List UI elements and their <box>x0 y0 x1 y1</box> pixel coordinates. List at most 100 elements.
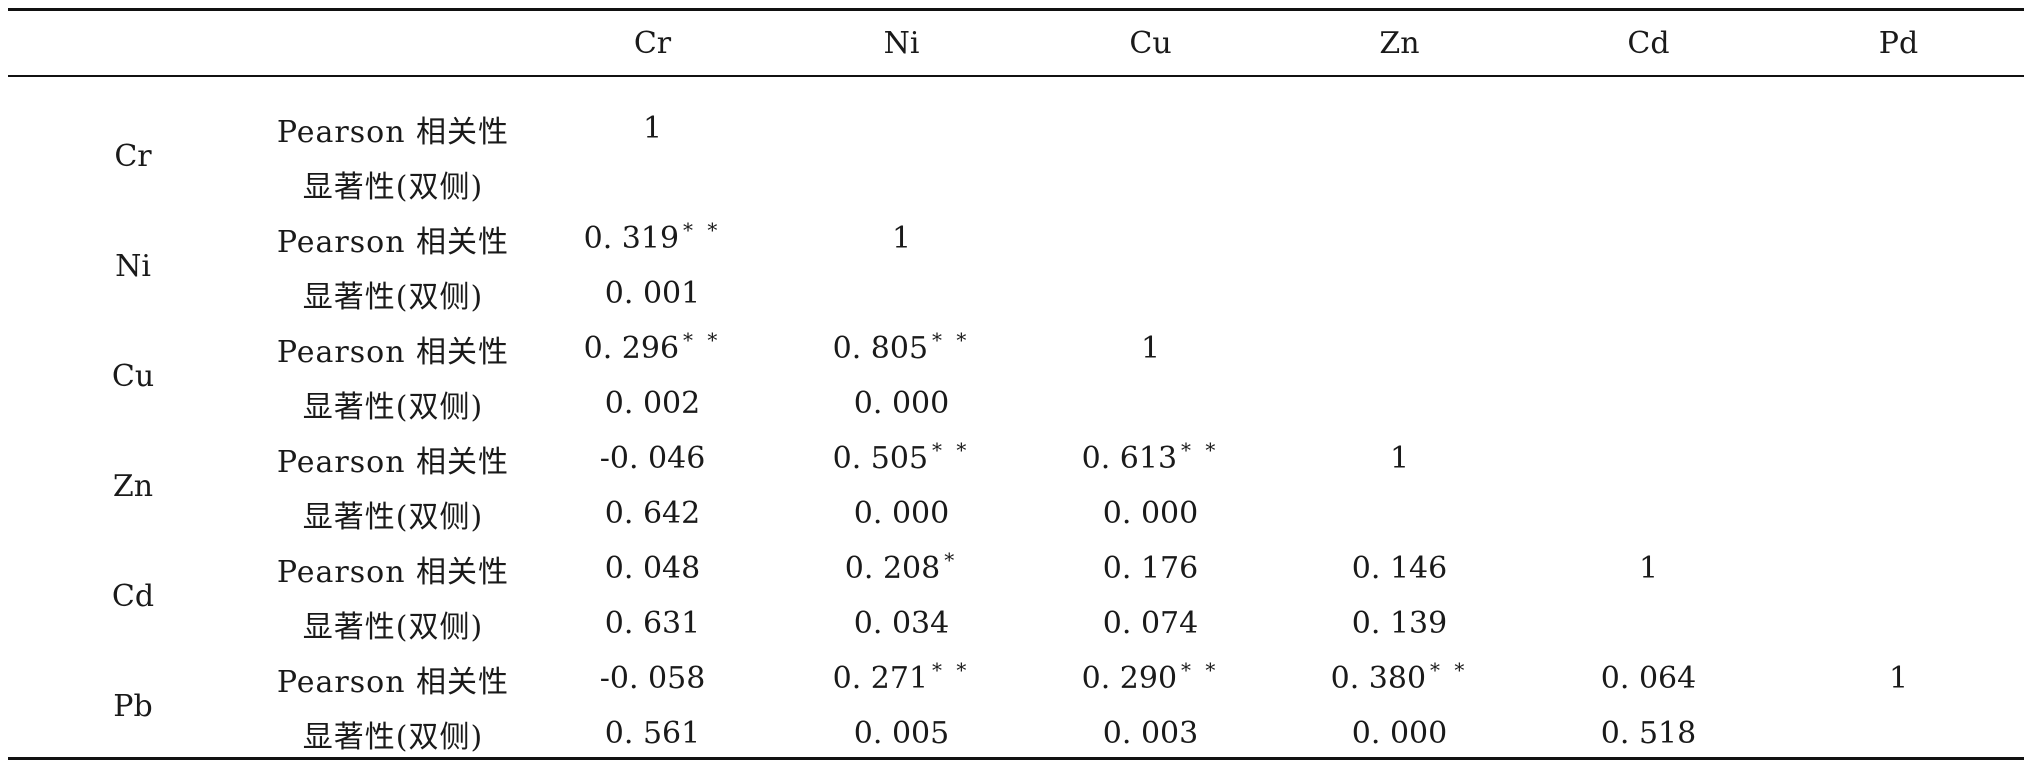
pearson-label: Pearson 相关性 <box>276 444 510 480</box>
significance-label: 显著性(双侧) <box>302 169 484 205</box>
significance-value: 0. 000 <box>853 496 950 531</box>
significance-value <box>1026 156 1275 211</box>
significance-value: 0. 005 <box>853 716 950 751</box>
pearson-cell: 0. 296 * * <box>528 321 777 376</box>
pearson-cell <box>1773 541 2024 596</box>
pearson-label: Pearson 相关性 <box>276 664 510 700</box>
row-element-label: Cd <box>111 578 155 614</box>
significance-value <box>528 156 777 211</box>
pearson-cell: 0. 319 * * <box>528 211 777 266</box>
significance-value <box>1773 486 2024 541</box>
pearson-cell <box>1524 431 1773 486</box>
significance-value <box>1524 486 1773 541</box>
bottom-rule <box>8 757 2024 760</box>
significance-value <box>1026 376 1275 431</box>
pearson-cell <box>1026 211 1275 266</box>
column-header: Cr <box>633 25 672 61</box>
pearson-cell <box>1026 75 1275 156</box>
significance-row: 显著性(双侧) 0. 631 0. 034 0. 074 0. 139 <box>8 596 2024 651</box>
significance-value <box>777 266 1026 321</box>
pearson-row: Cr Pearson 相关性 1 <box>8 75 2024 174</box>
header-rule <box>8 75 2024 77</box>
significance-label: 显著性(双侧) <box>302 389 484 425</box>
pearson-value: 1 <box>1888 661 1909 696</box>
pearson-cell <box>1524 321 1773 376</box>
correlation-table: Cr Ni Cu Zn Cd Pd Cr Pearson 相关性 1 显著性(双侧) N… <box>8 11 2024 761</box>
pearson-cell: 0. 805 * * <box>777 321 1026 376</box>
pearson-value: 0. 208 <box>844 551 941 586</box>
pearson-value: 1 <box>1638 551 1659 586</box>
row-element-label: Ni <box>115 248 151 284</box>
significance-value: 0. 000 <box>853 386 950 421</box>
pearson-cell <box>1773 211 2024 266</box>
pearson-value: 0. 064 <box>1600 661 1697 696</box>
significance-marker: * * <box>932 438 971 462</box>
pearson-value: 0. 319 <box>583 221 680 256</box>
pearson-cell: -0. 046 <box>528 431 777 486</box>
significance-marker: * * <box>683 218 722 242</box>
pearson-cell <box>1524 211 1773 266</box>
significance-value <box>1275 376 1524 431</box>
significance-value <box>1275 486 1524 541</box>
pearson-cell: 0. 064 <box>1524 651 1773 706</box>
pearson-value: 0. 505 <box>832 441 929 476</box>
pearson-cell <box>1275 75 1524 156</box>
significance-row: 显著性(双侧) 0. 002 0. 000 <box>8 376 2024 431</box>
pearson-row: Pb Pearson 相关性 -0. 058 0. 271 * * 0. 290 * * 0.… <box>8 651 2024 724</box>
significance-row: 显著性(双侧) <box>8 156 2024 211</box>
significance-marker: * * <box>1430 658 1469 682</box>
significance-value <box>1773 156 2024 211</box>
significance-marker: * * <box>932 658 971 682</box>
significance-value <box>1026 266 1275 321</box>
significance-marker: * * <box>683 328 722 352</box>
pearson-cell <box>1773 431 2024 486</box>
row-element-label: Cu <box>111 358 155 394</box>
pearson-value: 0. 296 <box>583 331 680 366</box>
pearson-cell: 1 <box>528 75 777 156</box>
row-element-label: Cr <box>114 138 152 174</box>
significance-label: 显著性(双侧) <box>302 499 484 535</box>
pearson-value: 1 <box>891 221 912 256</box>
pearson-row: Cd Pearson 相关性 0. 048 0. 208 * 0. 176 0. 146 1 <box>8 541 2024 614</box>
pearson-cell <box>1275 321 1524 376</box>
significance-value <box>1275 156 1524 211</box>
significance-value: 0. 642 <box>604 496 701 531</box>
pearson-cell: 0. 380 * * <box>1275 651 1524 706</box>
pearson-cell <box>1275 211 1524 266</box>
pearson-label: Pearson 相关性 <box>276 554 510 590</box>
pearson-cell <box>1773 321 2024 376</box>
pearson-cell: 0. 176 <box>1026 541 1275 596</box>
significance-row: 显著性(双侧) 0. 561 0. 005 0. 003 0. 000 0. 518 <box>8 706 2024 761</box>
pearson-row: Cu Pearson 相关性 0. 296 * * 0. 805 * * 1 <box>8 321 2024 394</box>
pearson-value: 0. 380 <box>1330 661 1427 696</box>
significance-value <box>1275 266 1524 321</box>
significance-marker: * * <box>932 328 971 352</box>
row-element-label: Zn <box>112 468 154 504</box>
pearson-cell: 1 <box>1026 321 1275 376</box>
pearson-value: -0. 058 <box>599 661 706 696</box>
row-element-label: Pb <box>113 688 153 724</box>
pearson-value: 0. 176 <box>1102 551 1199 586</box>
pearson-cell: 0. 048 <box>528 541 777 596</box>
pearson-value: 0. 271 <box>832 661 929 696</box>
column-header: Zn <box>1379 25 1420 61</box>
significance-value <box>777 156 1026 211</box>
significance-value: 0. 000 <box>1351 716 1448 751</box>
pearson-value: -0. 046 <box>599 441 706 476</box>
pearson-label: Pearson 相关性 <box>276 114 510 150</box>
significance-value: 0. 139 <box>1351 606 1448 641</box>
significance-value <box>1524 266 1773 321</box>
significance-value: 0. 002 <box>604 386 701 421</box>
pearson-cell: 1 <box>1524 541 1773 596</box>
pearson-cell: 0. 613 * * <box>1026 431 1275 486</box>
header-blank-element <box>8 11 258 75</box>
significance-value: 0. 518 <box>1600 716 1697 751</box>
significance-value: 0. 561 <box>604 716 701 751</box>
significance-value: 0. 001 <box>604 276 701 311</box>
significance-value: 0. 631 <box>604 606 701 641</box>
pearson-value: 0. 146 <box>1351 551 1448 586</box>
pearson-cell: 0. 505 * * <box>777 431 1026 486</box>
significance-value <box>1524 596 1773 651</box>
pearson-cell <box>1524 75 1773 156</box>
pearson-value: 1 <box>1140 331 1161 366</box>
